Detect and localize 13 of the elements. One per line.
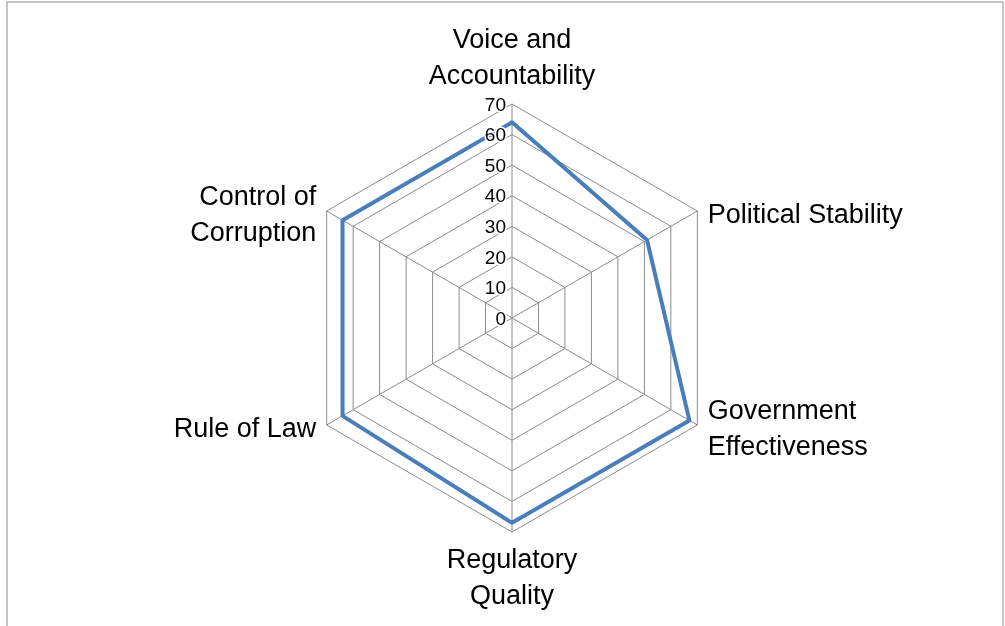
- spoke-label: Government Effectiveness: [707, 395, 868, 461]
- spoke-label: Rule of Law: [173, 413, 317, 443]
- y-tick-label: 70: [484, 93, 506, 115]
- spoke-label: Voice and Accountability: [428, 24, 596, 90]
- y-tick-label: 20: [484, 246, 506, 268]
- spoke-label: Regulatory Quality: [446, 544, 578, 610]
- y-tick-label: 0: [495, 307, 506, 329]
- y-tick-label: 10: [484, 277, 506, 299]
- y-tick-label: 30: [484, 215, 506, 237]
- y-tick-label: 40: [484, 185, 506, 207]
- spoke-label: Political Stability: [707, 199, 904, 229]
- y-tick-label: 50: [484, 154, 506, 176]
- spoke-label: Control of Corruption: [190, 181, 317, 247]
